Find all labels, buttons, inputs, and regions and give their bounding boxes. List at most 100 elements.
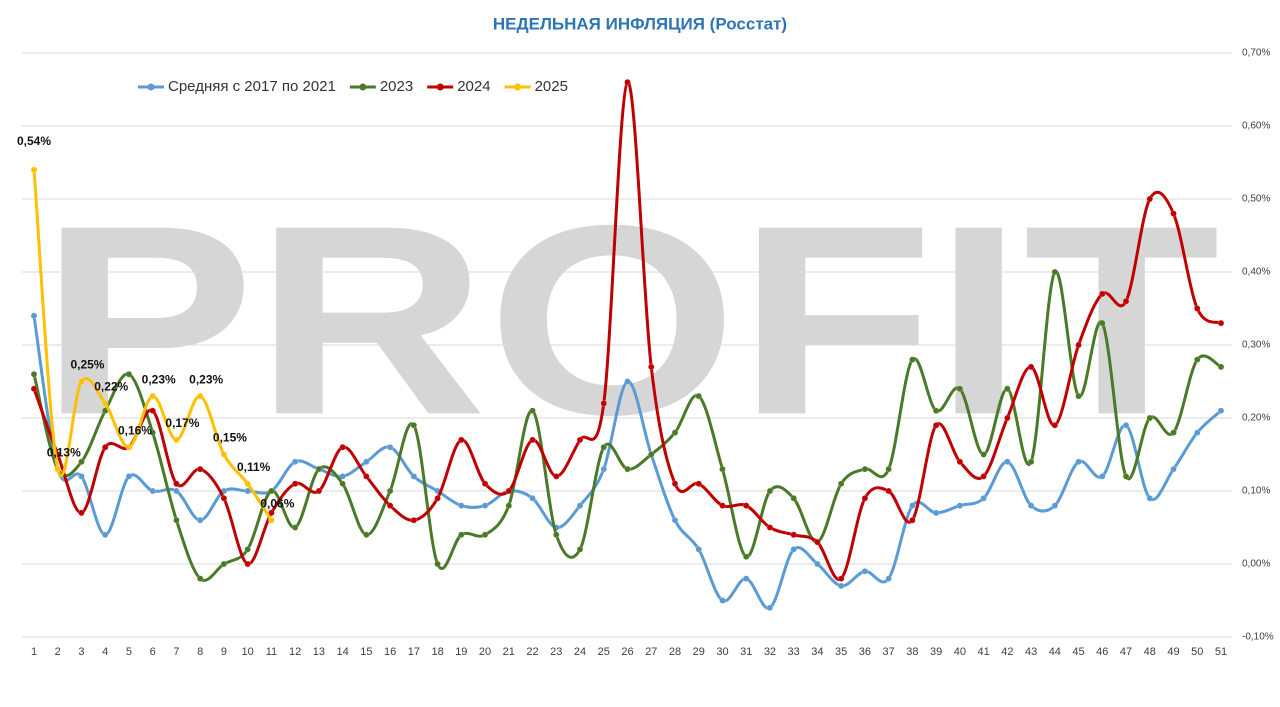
point bbox=[54, 465, 61, 473]
point bbox=[956, 385, 964, 393]
point bbox=[173, 516, 180, 524]
legend-label: 2023 bbox=[380, 78, 413, 95]
point bbox=[1051, 502, 1059, 509]
point bbox=[434, 495, 441, 502]
data-label: 0,22% bbox=[94, 380, 128, 394]
x-tick-label: 2 bbox=[55, 646, 61, 658]
point bbox=[719, 465, 726, 473]
point bbox=[1122, 473, 1130, 480]
point bbox=[932, 422, 940, 429]
point bbox=[600, 443, 608, 451]
x-tick-label: 4 bbox=[102, 646, 108, 658]
x-tick-label: 44 bbox=[1049, 646, 1061, 658]
x-tick-label: 20 bbox=[479, 646, 491, 658]
point bbox=[244, 480, 251, 487]
point bbox=[363, 531, 370, 539]
data-label: 0,23% bbox=[189, 372, 223, 386]
point bbox=[1170, 429, 1177, 436]
point bbox=[173, 487, 180, 495]
point bbox=[861, 568, 869, 575]
point bbox=[909, 502, 916, 509]
point bbox=[1122, 422, 1130, 429]
point bbox=[814, 560, 821, 568]
y-tick-label: 0,60% bbox=[1242, 121, 1270, 132]
point bbox=[885, 487, 892, 495]
legend-marker bbox=[436, 83, 444, 91]
point bbox=[78, 378, 85, 385]
x-tick-label: 9 bbox=[221, 646, 227, 658]
point bbox=[1170, 465, 1177, 473]
point bbox=[742, 575, 750, 582]
point bbox=[1075, 341, 1082, 349]
point bbox=[980, 495, 987, 502]
point bbox=[149, 392, 156, 400]
point bbox=[1146, 414, 1154, 422]
x-tick-label: 46 bbox=[1096, 646, 1108, 658]
point bbox=[1027, 502, 1035, 509]
point bbox=[78, 509, 85, 517]
point bbox=[600, 400, 608, 407]
point bbox=[790, 531, 797, 539]
x-tick-label: 28 bbox=[669, 646, 681, 658]
point bbox=[78, 458, 85, 466]
x-tick-label: 27 bbox=[645, 646, 657, 658]
point bbox=[909, 356, 916, 363]
x-tick-label: 3 bbox=[78, 646, 84, 658]
x-tick-label: 45 bbox=[1072, 646, 1084, 658]
point bbox=[932, 407, 940, 414]
x-tick-label: 47 bbox=[1120, 646, 1132, 658]
point bbox=[244, 487, 251, 495]
data-label: 0,15% bbox=[213, 431, 247, 445]
point bbox=[434, 560, 441, 568]
point bbox=[837, 582, 845, 590]
point bbox=[1004, 414, 1011, 422]
point bbox=[1004, 385, 1011, 393]
point bbox=[30, 312, 38, 320]
x-tick-label: 1 bbox=[31, 646, 37, 658]
point bbox=[980, 451, 987, 458]
x-tick-label: 26 bbox=[621, 646, 633, 658]
x-tick-label: 40 bbox=[954, 646, 966, 658]
point bbox=[742, 553, 750, 560]
point bbox=[529, 495, 536, 502]
chart-title: НЕДЕЛЬНАЯ ИНФЛЯЦИЯ (Росстат) bbox=[493, 14, 787, 33]
point bbox=[553, 473, 560, 480]
point bbox=[220, 451, 228, 458]
data-label: 0,11% bbox=[237, 460, 271, 474]
point bbox=[1122, 297, 1130, 305]
x-tick-label: 5 bbox=[126, 646, 132, 658]
legend-label: 2024 bbox=[457, 78, 490, 95]
x-tick-label: 32 bbox=[764, 646, 776, 658]
point bbox=[101, 531, 109, 539]
watermark: PROFIT bbox=[40, 170, 1220, 471]
legend-marker bbox=[359, 83, 367, 91]
x-tick-label: 10 bbox=[242, 646, 254, 658]
point bbox=[647, 363, 655, 371]
x-tick-label: 30 bbox=[716, 646, 728, 658]
point bbox=[339, 473, 346, 480]
data-label: 0,54% bbox=[17, 134, 51, 148]
x-tick-label: 13 bbox=[313, 646, 325, 658]
point bbox=[790, 495, 797, 502]
point bbox=[909, 516, 916, 524]
point bbox=[837, 480, 845, 487]
point bbox=[244, 560, 251, 568]
point bbox=[101, 443, 109, 451]
point bbox=[837, 575, 845, 582]
x-tick-label: 17 bbox=[408, 646, 420, 658]
point bbox=[315, 487, 323, 495]
x-tick-label: 37 bbox=[883, 646, 895, 658]
point bbox=[956, 458, 964, 466]
x-tick-label: 6 bbox=[150, 646, 156, 658]
point bbox=[576, 546, 584, 553]
y-tick-label: 0,70% bbox=[1242, 48, 1270, 59]
point bbox=[458, 436, 465, 444]
point bbox=[410, 473, 418, 480]
x-tick-label: 8 bbox=[197, 646, 203, 658]
point bbox=[291, 480, 299, 487]
point bbox=[861, 495, 869, 502]
point bbox=[291, 524, 299, 531]
point bbox=[529, 407, 536, 414]
legend-marker bbox=[147, 83, 155, 91]
data-label: 0,23% bbox=[142, 372, 176, 386]
